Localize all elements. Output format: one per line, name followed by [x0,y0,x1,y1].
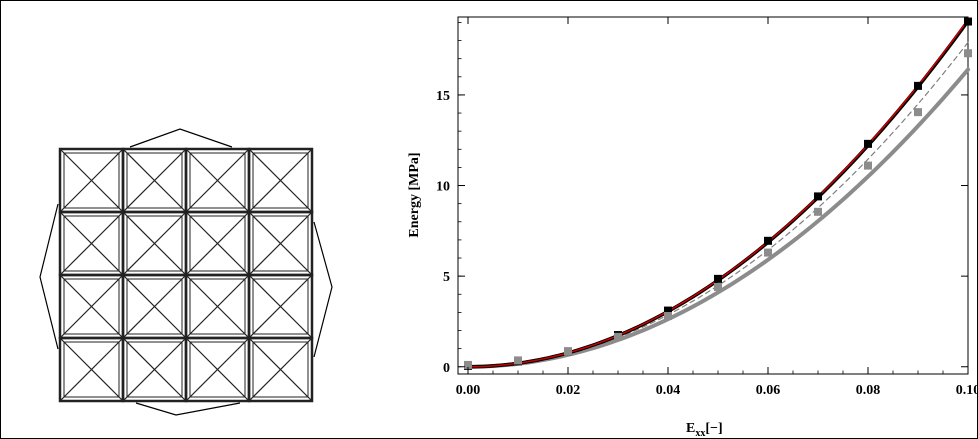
x-axis-title-sub: xx [695,428,705,439]
series-thick-gray-line [466,67,970,369]
x-axis-title-suffix: [−] [705,421,722,436]
data-point-gray-square-markers [814,207,822,216]
data-point-gray-square-markers [864,161,872,170]
lattice-diagonal [59,211,124,276]
marker-layer [464,17,972,370]
data-point-gray-square-markers [714,283,722,292]
series-thin-red-line [467,18,969,368]
series-thick-black-line [466,19,970,369]
lattice-diagonal [122,274,187,339]
lattice-diagonal [248,337,313,402]
top-load-chevron [129,128,233,148]
y-tick-label: 5 [443,270,450,285]
data-point-gray-square-markers [764,248,772,257]
data-point-gray-square-markers [964,49,972,58]
x-tick-label: 0.02 [556,383,581,398]
x-tick-label: 0.06 [756,383,781,398]
lattice-diagram [39,128,333,416]
left-load-chevron [39,203,59,350]
lattice-diagonal [122,211,187,276]
x-axis-title-main: E [686,421,695,436]
lattice-diagonal [248,274,313,339]
lattice-diagonal [185,337,250,402]
plot-frame [457,16,969,375]
data-point-gray-square-markers [464,360,472,369]
x-tick-label: 0.10 [956,383,978,398]
y-tick-label: 15 [436,89,450,104]
lattice-diagonal [185,274,250,339]
lattice-cell [247,336,314,403]
lattice-diagonal [59,274,124,339]
y-tick-label: 0 [443,361,450,376]
tick-layer: 0.00 0.02 0.04 0.06 0.08 0.10 0 5 10 15 [436,17,978,398]
data-point-black-square-markers [764,236,772,245]
right-load-chevron [313,221,333,358]
data-point-black-square-markers [714,274,722,283]
y-axis-title: Energy [MPa] [407,152,422,237]
data-point-gray-square-markers [564,347,572,356]
y-tick-label: 10 [436,180,450,195]
bottom-load-chevron [135,402,241,416]
lattice-diagonal [185,148,250,213]
data-point-black-square-markers [814,192,822,201]
data-point-gray-square-markers [614,332,622,341]
data-point-gray-square-markers [514,356,522,365]
data-point-gray-square-markers [914,108,922,117]
data-point-black-square-markers [864,139,872,148]
x-tick-label: 0.08 [856,383,881,398]
lattice-diagonal [248,211,313,276]
data-point-black-square-markers [664,306,672,315]
x-tick-label: 0.00 [456,383,481,398]
series-layer [466,18,970,369]
x-axis-title: Exx[−] [686,421,723,439]
data-point-gray-square-markers [664,312,672,321]
lattice-diagonal [59,148,124,213]
series-dashed-gray-line [467,41,969,368]
x-tick-label: 0.04 [656,383,681,398]
lattice-diagonal [59,337,124,402]
lattice-diagonal [248,148,313,213]
lattice-diagonal [122,148,187,213]
lattice-diagonal [122,337,187,402]
lattice-diagonal [185,211,250,276]
data-point-black-square-markers [914,81,922,90]
